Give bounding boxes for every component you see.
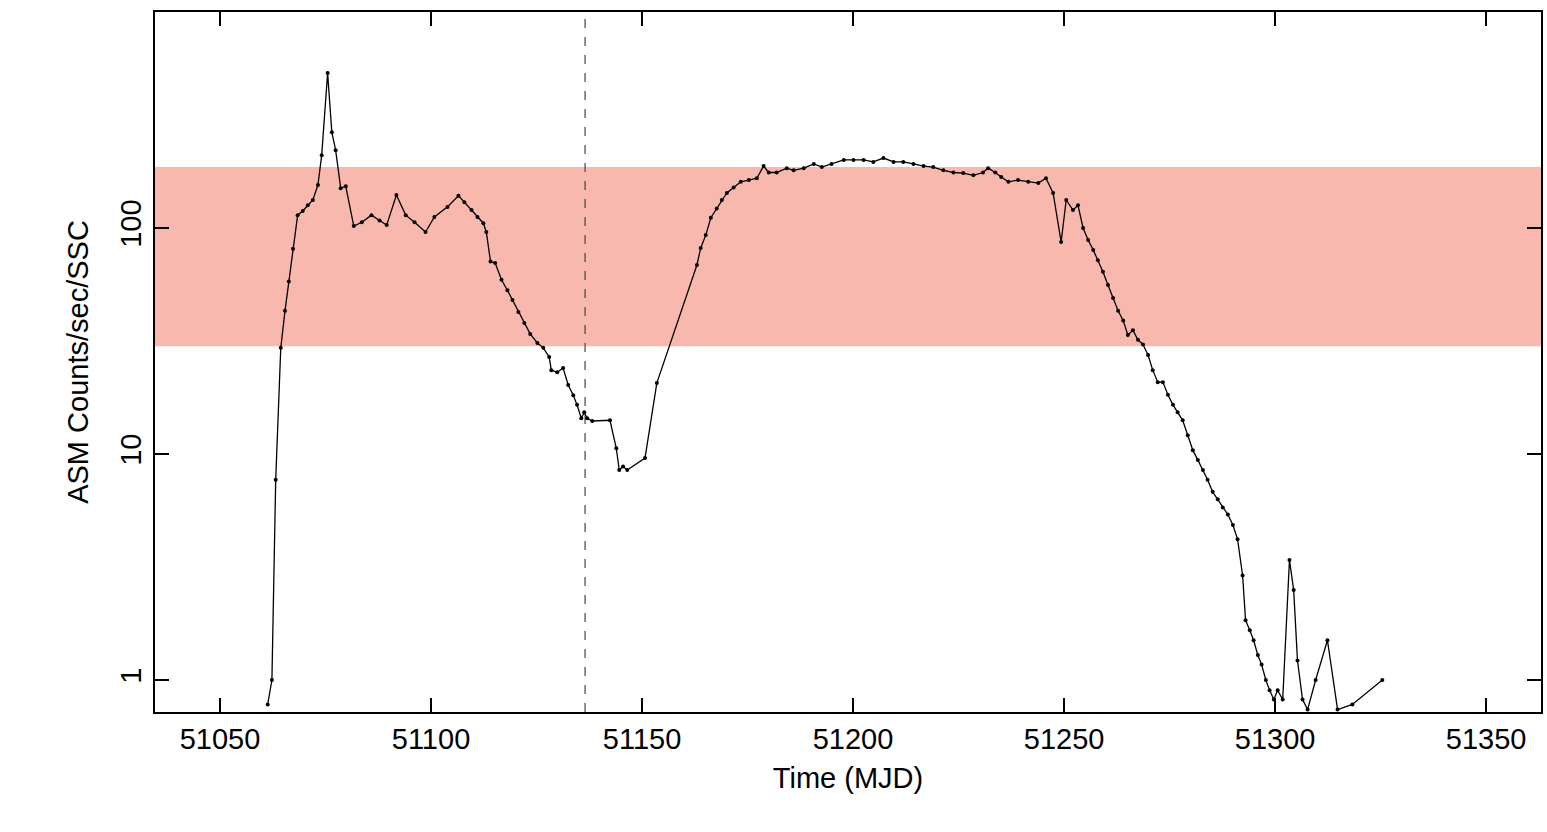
svg-text:Time (MJD): Time (MJD)	[773, 762, 923, 794]
svg-text:51150: 51150	[603, 723, 682, 755]
svg-text:51100: 51100	[392, 723, 471, 755]
svg-text:100: 100	[115, 199, 147, 247]
svg-text:ASM Counts/sec/SSC: ASM Counts/sec/SSC	[62, 220, 94, 504]
svg-text:51050: 51050	[180, 723, 261, 755]
svg-text:51300: 51300	[1235, 723, 1316, 755]
svg-text:51250: 51250	[1024, 723, 1105, 755]
svg-text:1: 1	[115, 668, 147, 684]
svg-text:10: 10	[115, 434, 147, 466]
svg-text:51350: 51350	[1446, 723, 1527, 755]
svg-text:51200: 51200	[813, 723, 894, 755]
